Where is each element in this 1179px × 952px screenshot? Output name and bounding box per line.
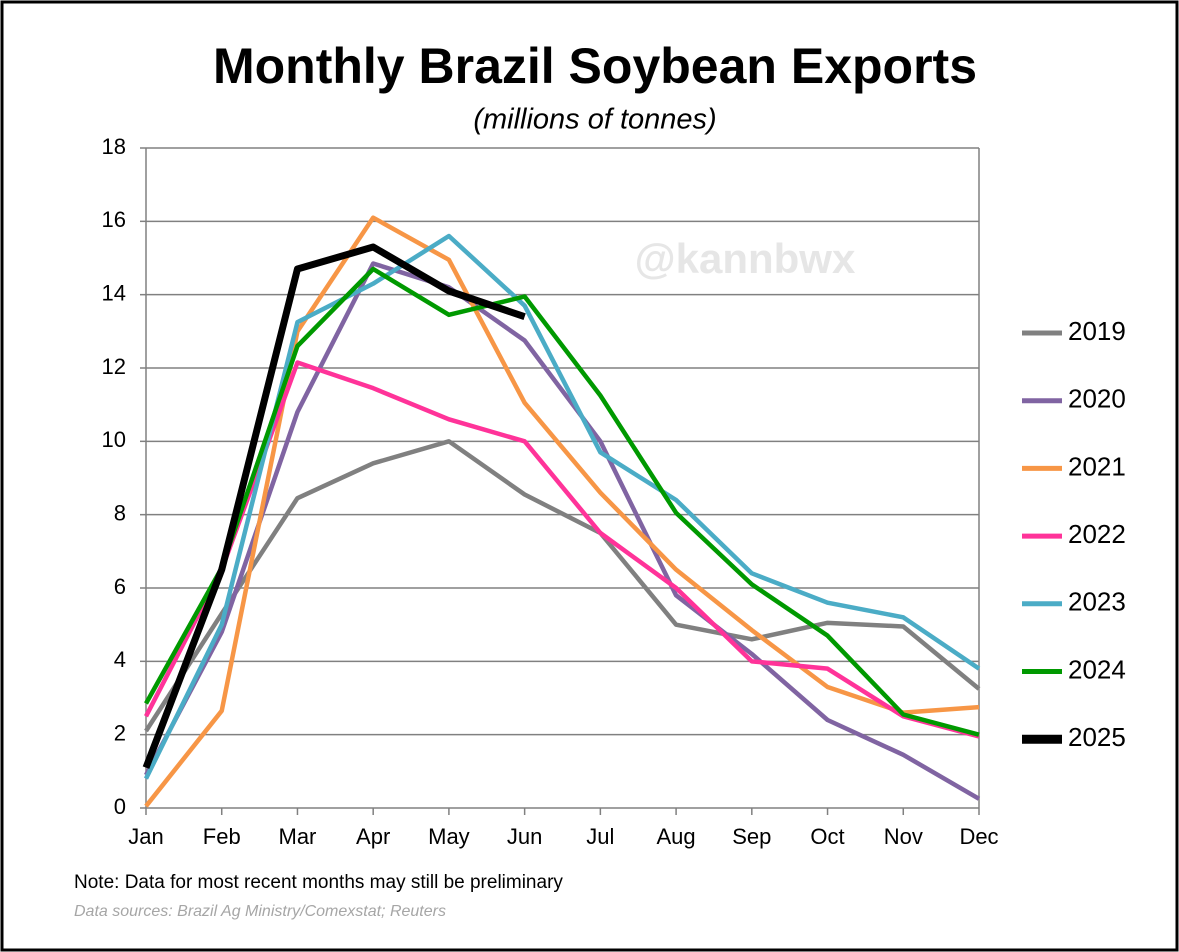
y-tick-label: 14 — [102, 280, 126, 305]
y-tick-label: 18 — [102, 134, 126, 159]
legend-label: 2022 — [1068, 519, 1126, 549]
x-tick-label: Jan — [128, 824, 163, 849]
y-tick-label: 4 — [114, 647, 126, 672]
x-tick-label: Dec — [959, 824, 998, 849]
legend-label: 2021 — [1068, 451, 1126, 481]
series-line — [144, 439, 981, 733]
legend-label: 2024 — [1068, 654, 1126, 684]
watermark: @kannbwx — [635, 235, 856, 282]
y-tick-label: 8 — [114, 500, 126, 525]
x-tick-label: Mar — [279, 824, 317, 849]
source: Data sources: Brazil Ag Ministry/Comexst… — [74, 903, 446, 920]
x-tick-label: May — [428, 824, 470, 849]
y-tick-label: 2 — [114, 720, 126, 745]
series-line — [142, 243, 526, 769]
x-tick-label: Nov — [884, 824, 923, 849]
y-tick-label: 16 — [102, 207, 126, 232]
y-tick-label: 12 — [102, 354, 126, 379]
series-line — [143, 233, 981, 780]
x-tick-label: Oct — [810, 824, 844, 849]
legend-label: 2025 — [1068, 722, 1126, 752]
series-line — [144, 261, 981, 801]
x-tick-label: Aug — [657, 824, 696, 849]
y-tick-label: 6 — [114, 574, 126, 599]
y-tick-label: 10 — [102, 427, 126, 452]
x-tick-label: Jul — [586, 824, 614, 849]
legend-label: 2019 — [1068, 316, 1126, 346]
x-tick-label: Feb — [203, 824, 241, 849]
series-line — [144, 360, 980, 739]
note: Note: Data for most recent months may st… — [74, 872, 563, 893]
chart-subtitle: (millions of tonnes) — [473, 104, 716, 136]
x-tick-label: Sep — [732, 824, 771, 849]
legend-label: 2023 — [1068, 587, 1126, 617]
chart-title: Monthly Brazil Soybean Exports — [213, 38, 977, 94]
x-tick-label: Apr — [356, 824, 390, 849]
series-line — [144, 266, 980, 737]
x-tick-label: Jun — [507, 824, 542, 849]
y-tick-label: 0 — [114, 794, 126, 819]
legend-label: 2020 — [1068, 384, 1126, 414]
